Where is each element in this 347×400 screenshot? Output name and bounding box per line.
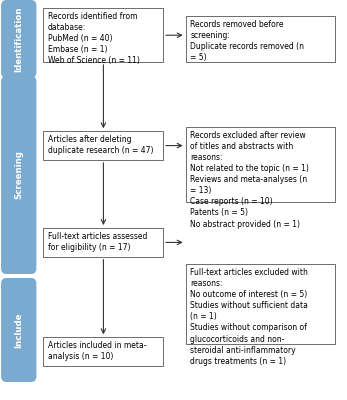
Text: Records identified from
database:
PubMed (n = 40)
Embase (n = 1)
Web of Science : Records identified from database: PubMed…: [48, 12, 140, 65]
Text: Records removed before
screening:
Duplicate records removed (n
= 5): Records removed before screening: Duplic…: [190, 20, 304, 62]
FancyBboxPatch shape: [1, 278, 36, 382]
FancyBboxPatch shape: [1, 76, 36, 274]
FancyBboxPatch shape: [43, 337, 163, 366]
FancyBboxPatch shape: [43, 131, 163, 160]
Text: Include: Include: [14, 312, 23, 348]
Text: Screening: Screening: [14, 150, 23, 200]
Text: Records excluded after review
of titles and abstracts with
reasons:
Not related : Records excluded after review of titles …: [190, 131, 309, 228]
FancyBboxPatch shape: [186, 16, 335, 62]
FancyBboxPatch shape: [1, 0, 36, 78]
Text: Identification: Identification: [14, 6, 23, 72]
FancyBboxPatch shape: [43, 228, 163, 257]
Text: Full-text articles assessed
for eligibility (n = 17): Full-text articles assessed for eligibil…: [48, 232, 147, 252]
FancyBboxPatch shape: [186, 127, 335, 202]
FancyBboxPatch shape: [43, 8, 163, 62]
Text: Articles included in meta-
analysis (n = 10): Articles included in meta- analysis (n =…: [48, 341, 146, 361]
Text: Articles after deleting
duplicate research (n = 47): Articles after deleting duplicate resear…: [48, 135, 153, 155]
Text: Full-text articles excluded with
reasons:
No outcome of interest (n = 5)
Studies: Full-text articles excluded with reasons…: [190, 268, 308, 366]
FancyBboxPatch shape: [186, 264, 335, 344]
